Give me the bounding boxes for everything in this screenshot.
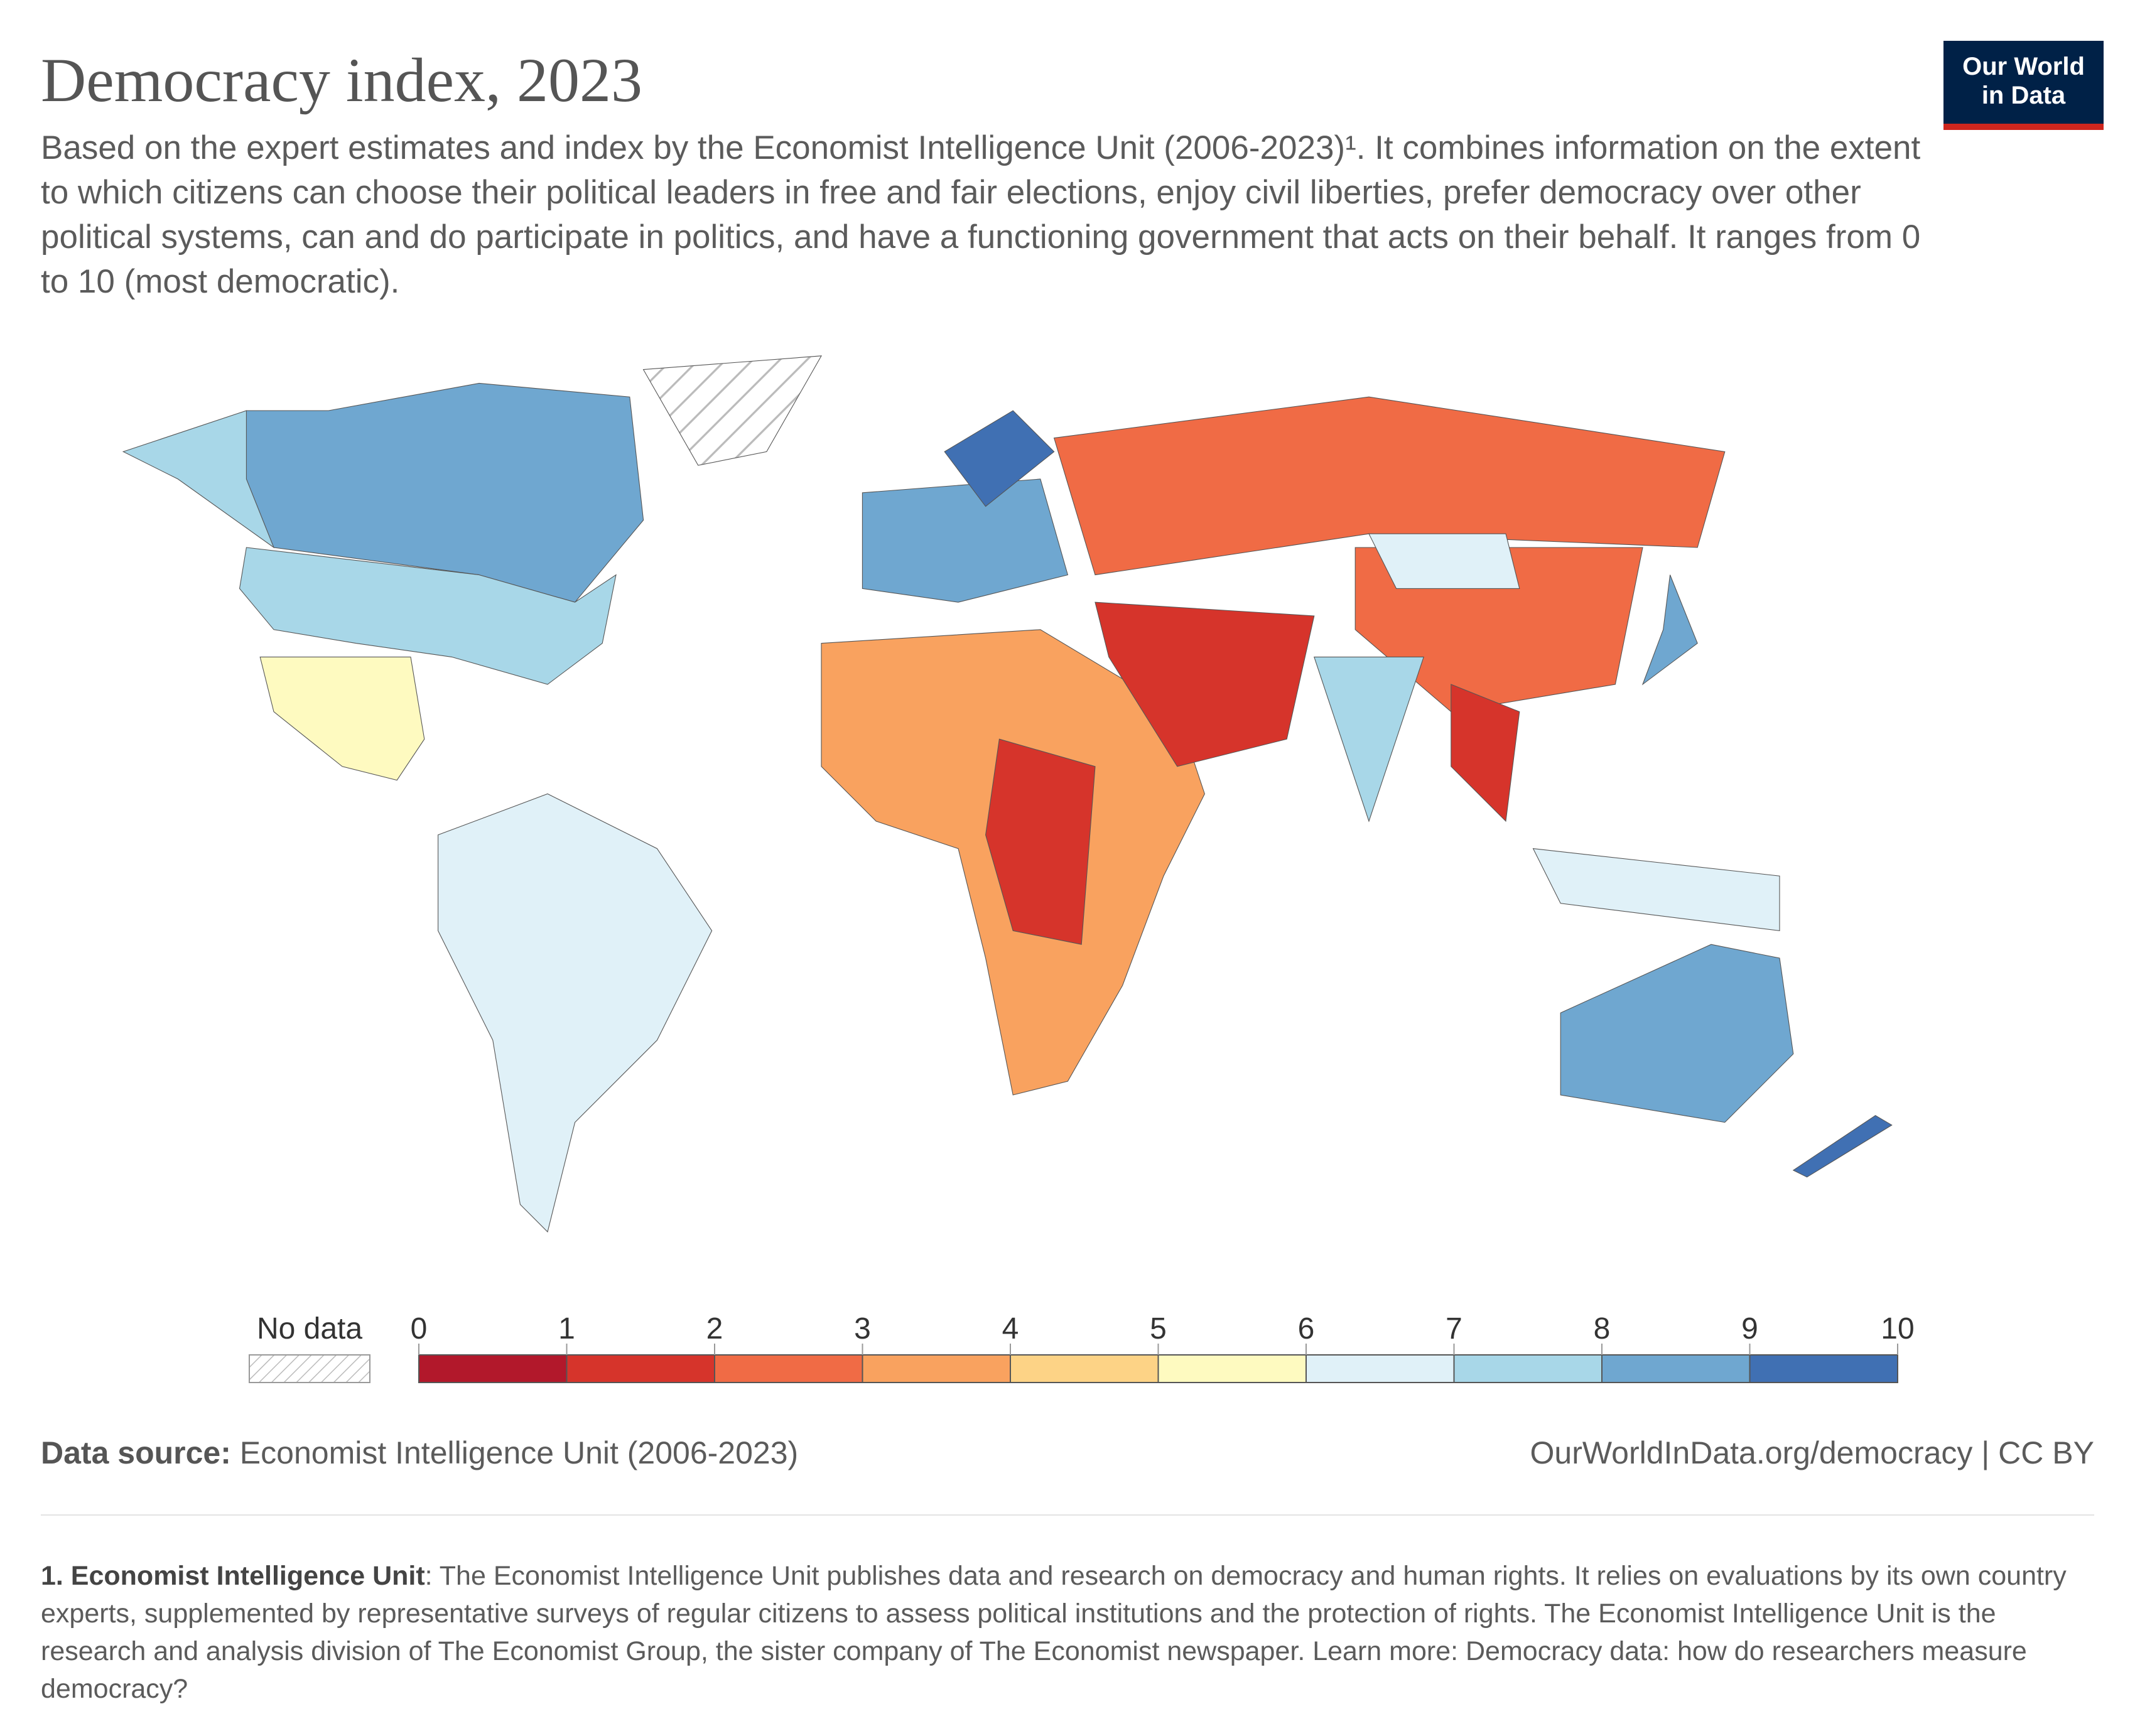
legend-tick-label: 4 (1002, 1312, 1019, 1345)
land (259, 656, 425, 781)
logo-text: in Data (1981, 82, 2066, 109)
footnote-title: 1. Economist Intelligence Unit (41, 1561, 425, 1591)
legend-tick-label: 10 (1881, 1312, 1914, 1345)
source: Data source: Economist Intelligence Unit… (41, 1435, 798, 1471)
world-map (122, 355, 1893, 1233)
no-data-label: No data (257, 1312, 362, 1345)
title: Democracy index, 2023 (41, 45, 643, 115)
land (985, 738, 1096, 945)
legend-bin (1305, 1354, 1455, 1383)
source-text: Economist Intelligence Unit (2006-2023) (239, 1435, 799, 1470)
legend-tick-label: 9 (1741, 1312, 1758, 1345)
url[interactable]: OurWorldInData.org/democracy | CC BY (1530, 1435, 2095, 1470)
land (1451, 684, 1520, 822)
footnote: 1. Economist Intelligence Unit: The Econ… (41, 1557, 2094, 1708)
legend-bin (418, 1354, 568, 1383)
land (438, 793, 713, 1233)
land (944, 410, 1055, 507)
legend-bin (1749, 1354, 1898, 1383)
logo[interactable]: Our World in Data (1943, 41, 2104, 130)
land (1560, 944, 1794, 1123)
legend-tick-label: 0 (411, 1312, 428, 1345)
legend-tick-label: 8 (1594, 1312, 1611, 1345)
legend-tick-label: 7 (1446, 1312, 1462, 1345)
legend-tick-label: 3 (854, 1312, 871, 1345)
legend-bin (566, 1354, 715, 1383)
legend: No data 0 1 2 3 4 5 6 7 8 9 10 (249, 1312, 1915, 1383)
legend-bin (714, 1354, 863, 1383)
land (1792, 1115, 1893, 1178)
legend-tick-label: 2 (706, 1312, 723, 1345)
land (1532, 848, 1780, 932)
legend-bin (1453, 1354, 1603, 1383)
legend-bin (862, 1354, 1011, 1383)
land (642, 355, 822, 466)
divider (41, 1514, 2094, 1516)
land (1368, 533, 1520, 589)
legend-bin (1157, 1354, 1307, 1383)
legend-bin (1010, 1354, 1159, 1383)
legend-bin (1601, 1354, 1751, 1383)
land (1314, 656, 1424, 822)
footnote-text: : The Economist Intelligence Unit publis… (41, 1561, 2067, 1704)
land (1095, 601, 1315, 767)
legend-tick-label: 5 (1150, 1312, 1167, 1345)
land (246, 382, 644, 603)
land (1053, 396, 1726, 576)
land (239, 547, 617, 685)
legend-tick-label: 1 (558, 1312, 575, 1345)
logo-text: Our World (1962, 53, 2085, 80)
legend-tick-label: 6 (1298, 1312, 1315, 1345)
source-label: Data source: (41, 1435, 231, 1470)
land (862, 478, 1069, 603)
subtitle: Based on the expert estimates and index … (41, 129, 1921, 300)
no-data-swatch (249, 1354, 370, 1383)
land (1641, 574, 1698, 686)
